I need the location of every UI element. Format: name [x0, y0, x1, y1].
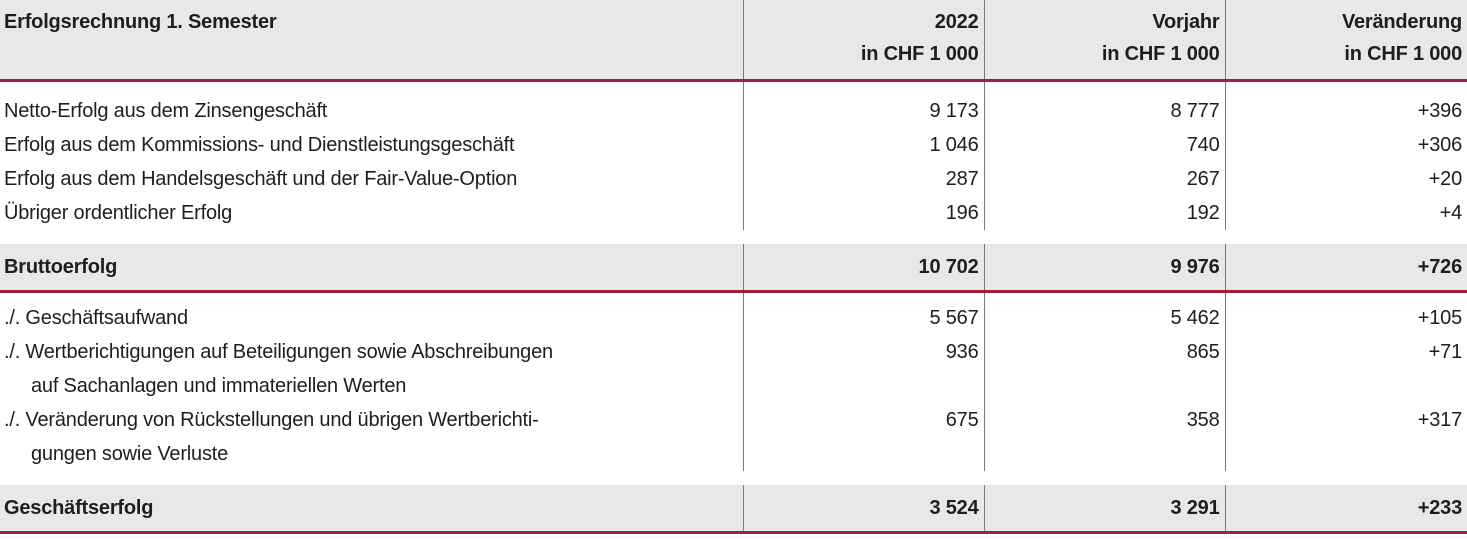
row-label-line2: gungen sowie Verluste	[31, 443, 229, 465]
row-value-change: +396	[1224, 80, 1467, 128]
row-value-change: +71	[1224, 335, 1467, 403]
table-row: Erfolg aus dem Handelsgeschäft und der F…	[0, 162, 1467, 196]
row-value-vorjahr: 267	[983, 162, 1225, 196]
total-2022: 3 524	[742, 471, 984, 534]
row-label: ./. Geschäftsaufwand	[0, 292, 743, 336]
row-value-vorjahr: 5 462	[983, 291, 1225, 335]
row-label: ./. Wertberichtigungen auf Beteiligungen…	[0, 335, 743, 403]
row-label-line1: ./. Wertberichtigungen auf Beteiligungen…	[4, 341, 553, 363]
row-value-change: +20	[1224, 162, 1467, 196]
row-value-2022: 5 567	[742, 291, 984, 335]
subtotal-label: Bruttoerfolg	[0, 230, 743, 293]
total-label: Geschäftserfolg	[0, 471, 743, 534]
header-2022-title: 2022	[934, 11, 979, 33]
subtotal-vorjahr: 9 976	[983, 230, 1225, 293]
table-row: Erfolg aus dem Kommissions- und Dienstle…	[0, 128, 1467, 162]
total-row: Geschäftserfolg 3 524 3 291 +233	[0, 471, 1467, 534]
row-value-change: +317	[1224, 403, 1467, 478]
subtotal-row: Bruttoerfolg 10 702 9 976 +726	[0, 230, 1467, 293]
header-change-title: Veränderung	[1341, 11, 1462, 33]
table-header-row: Erfolgsrechnung 1. Semester 2022 in CHF …	[0, 0, 1467, 82]
table-row: ./. Veränderung von Rückstellungen und ü…	[0, 403, 1467, 478]
header-vorjahr-unit: in CHF 1 000	[1101, 43, 1220, 65]
table-row: Netto-Erfolg aus dem Zinsengeschäft 9 17…	[0, 80, 1467, 128]
row-label: ./. Veränderung von Rückstellungen und ü…	[0, 403, 743, 478]
header-vorjahr: Vorjahr in CHF 1 000	[983, 0, 1225, 82]
header-vorjahr-title: Vorjahr	[1152, 11, 1220, 33]
row-value-vorjahr: 358	[983, 403, 1225, 478]
table-row: ./. Geschäftsaufwand 5 567 5 462 +105	[0, 291, 1467, 336]
row-value-vorjahr: 8 777	[983, 80, 1225, 128]
row-value-vorjahr: 740	[983, 128, 1225, 162]
row-value-2022: 675	[742, 403, 984, 478]
total-vorjahr: 3 291	[983, 471, 1225, 534]
subtotal-2022: 10 702	[742, 230, 984, 293]
row-label-line2: auf Sachanlagen und immateriellen Werten	[31, 375, 407, 397]
row-value-vorjahr: 192	[983, 196, 1225, 237]
table-row: ./. Wertberichtigungen auf Beteiligungen…	[0, 335, 1467, 403]
row-label: Erfolg aus dem Handelsgeschäft und der F…	[4, 168, 518, 190]
header-change-unit: in CHF 1 000	[1344, 43, 1462, 65]
row-value-2022: 9 173	[742, 80, 984, 128]
row-value-change: +306	[1224, 128, 1467, 162]
row-value-vorjahr: 865	[983, 335, 1225, 403]
row-value-2022: 1 046	[742, 128, 984, 162]
row-value-change: +4	[1224, 196, 1467, 237]
subtotal-change: +726	[1224, 230, 1467, 293]
row-label: Netto-Erfolg aus dem Zinsengeschäft	[4, 100, 328, 122]
total-change: +233	[1224, 471, 1467, 534]
row-label: Erfolg aus dem Kommissions- und Dienstle…	[4, 134, 515, 156]
header-label: Erfolgsrechnung 1. Semester	[0, 0, 743, 82]
row-label: Übriger ordentlicher Erfolg	[4, 202, 233, 224]
row-label-line1: ./. Veränderung von Rückstellungen und ü…	[4, 409, 539, 431]
header-change: Veränderung in CHF 1 000	[1224, 0, 1467, 82]
table-row: Übriger ordentlicher Erfolg 196 192 +4	[0, 196, 1467, 237]
row-value-2022: 287	[742, 162, 984, 196]
header-2022: 2022 in CHF 1 000	[742, 0, 984, 82]
row-value-2022: 936	[742, 335, 984, 403]
row-value-2022: 196	[742, 196, 984, 237]
row-label-line1: ./. Geschäftsaufwand	[4, 307, 188, 329]
header-2022-unit: in CHF 1 000	[860, 43, 979, 65]
row-value-change: +105	[1224, 291, 1467, 335]
